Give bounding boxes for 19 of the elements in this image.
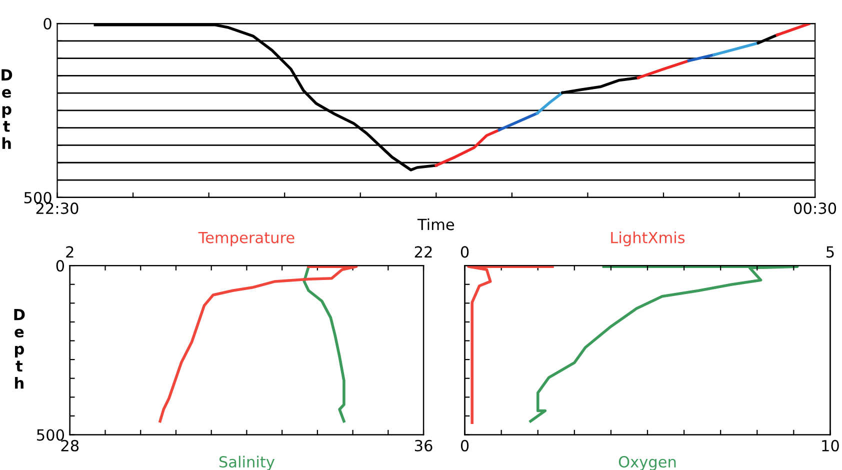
x2-axis-title: LightXmis	[611, 232, 685, 246]
line-series	[302, 266, 346, 423]
x-tick-label: 10	[822, 440, 839, 452]
y-axis-title: Depth	[2, 69, 12, 149]
x-tick-label: 22:30	[36, 202, 78, 214]
x2-tick-label: 0	[460, 246, 469, 258]
x2-tick-label: 2	[66, 246, 74, 258]
y-tick-label: 500	[24, 192, 52, 204]
y-tick-label: 500	[37, 429, 64, 441]
y-tick-label: 0	[44, 18, 52, 30]
y-axis-title: Depth	[14, 309, 25, 389]
x-tick-label: 36	[414, 440, 432, 452]
x2-tick-label: 5	[826, 246, 834, 258]
x-axis-title: Time	[417, 218, 454, 230]
x-tick-label: 0	[460, 440, 469, 452]
x2-tick-label: 22	[414, 246, 432, 258]
x2-axis-title: Temperature	[198, 232, 294, 246]
x-tick-label: 00:30	[794, 202, 836, 214]
x-tick-label: 28	[61, 440, 79, 452]
